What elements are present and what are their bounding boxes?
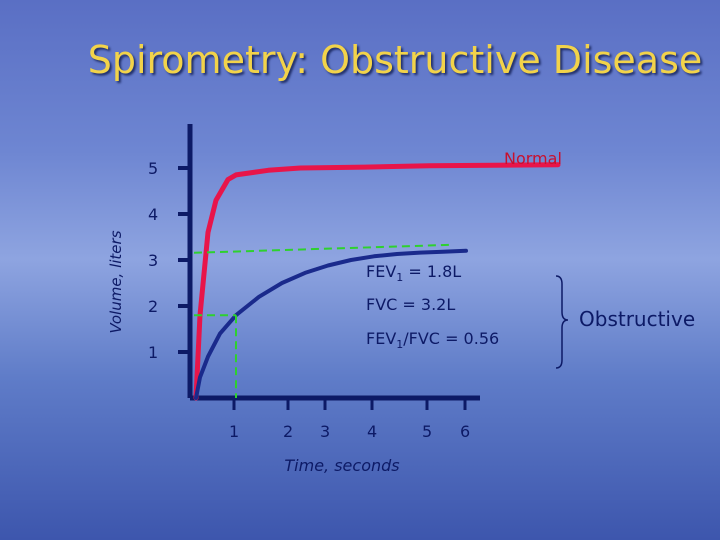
- x-tick-label: 4: [367, 422, 377, 441]
- y-tick-label: 1: [148, 343, 158, 362]
- fvc-guide-line: [193, 243, 453, 254]
- slide-title: Spirometry: Obstructive Disease: [87, 38, 703, 82]
- y-tick-label: 2: [148, 297, 158, 316]
- ratio-annotation: FEV1/FVC = 0.56: [366, 329, 499, 351]
- fvc-annotation: FVC = 3.2L: [366, 295, 455, 314]
- x-tick-label: 6: [460, 422, 470, 441]
- y-axis-label: Volume, liters: [107, 230, 125, 333]
- x-tick-label: 3: [320, 422, 330, 441]
- x-tick-label: 2: [283, 422, 293, 441]
- normal-curve: [193, 162, 561, 401]
- obstructive-curve: [194, 248, 468, 400]
- y-tick-label: 5: [148, 159, 158, 178]
- fev1-annotation: FEV1 = 1.8L: [366, 262, 461, 284]
- x-tick-label: 5: [422, 422, 432, 441]
- y-tick-label: 4: [148, 205, 158, 224]
- x-tick-label: 1: [229, 422, 239, 441]
- y-tick-label: 3: [148, 251, 158, 270]
- normal-series-label: Normal: [504, 149, 562, 168]
- obstructive-group-label: Obstructive: [579, 307, 695, 331]
- x-axis-label: Time, seconds: [284, 456, 399, 475]
- brace-shape: [555, 275, 569, 369]
